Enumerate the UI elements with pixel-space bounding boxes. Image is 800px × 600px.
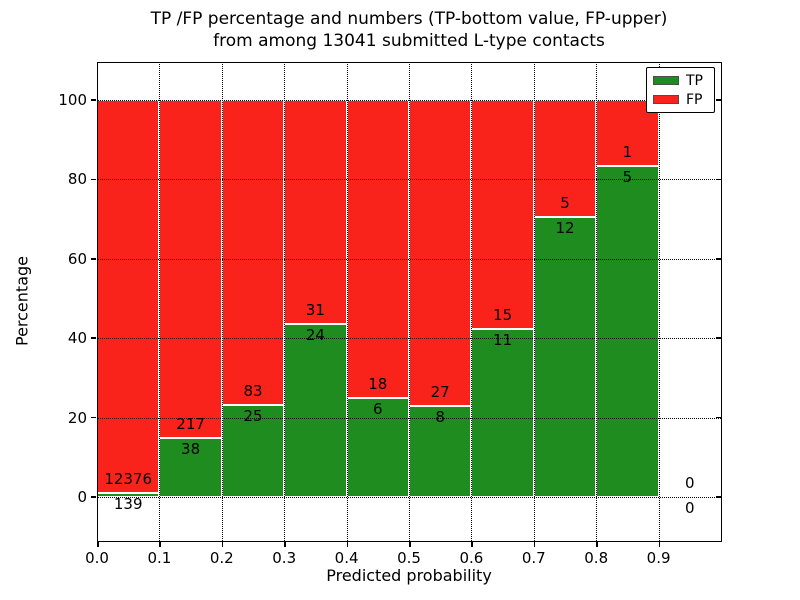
x-tick [596, 542, 598, 547]
fp-count-label: 83 [243, 382, 263, 401]
x-gridline [159, 62, 161, 541]
tp-bar [596, 166, 659, 497]
x-tick [658, 542, 661, 547]
tp-count-label: 38 [181, 439, 201, 458]
y-tick-right [716, 337, 721, 339]
fp-count-label: 15 [493, 306, 513, 325]
x-tick-label: 0.2 [209, 549, 234, 567]
chart-title: TP /FP percentage and numbers (TP-bottom… [97, 8, 721, 52]
fp-bar [471, 100, 534, 330]
y-tick-label: 40 [67, 329, 87, 348]
y-tick [91, 99, 96, 101]
tp-bar [284, 323, 347, 497]
fp-bar [533, 100, 597, 217]
fp-count-label: 0 [685, 474, 695, 492]
fp-count-label: 18 [368, 374, 388, 393]
x-tick [471, 542, 473, 547]
y-tick-label: 100 [58, 91, 87, 109]
y-gridline [97, 258, 721, 260]
x-tick [159, 542, 161, 547]
tp-color-swatch [653, 76, 679, 85]
x-tick [533, 542, 536, 547]
y-tick-right [716, 99, 721, 101]
tp-count-label: 8 [435, 408, 445, 427]
y-tick-right [716, 496, 721, 498]
x-axis-label: Predicted probability [326, 566, 492, 585]
fp-bar [97, 100, 160, 493]
legend-label-fp: FP [686, 91, 703, 108]
tp-bar [221, 405, 285, 497]
x-gridline [221, 62, 223, 541]
y-gridline [97, 417, 721, 419]
tp-count-label: 24 [305, 325, 325, 344]
y-tick [91, 337, 96, 339]
y-tick-right [716, 178, 721, 181]
fp-bar [346, 100, 409, 398]
tp-bar [533, 216, 597, 497]
y-tick [91, 178, 96, 181]
x-gridline [596, 62, 598, 541]
y-tick-label: 80 [67, 170, 87, 189]
x-tick [284, 542, 286, 547]
y-tick-label: 60 [67, 249, 87, 268]
x-tick-label: 0.8 [584, 549, 609, 567]
x-tick-label: 0.6 [459, 549, 484, 567]
x-gridline [471, 62, 473, 541]
tp-count-label: 0 [685, 499, 695, 517]
y-tick-right [716, 258, 721, 260]
x-tick [97, 542, 99, 547]
x-tick [346, 542, 349, 547]
legend-entry-tp: TP [653, 74, 708, 88]
legend: TP FP [646, 67, 715, 113]
x-tick-label: 0.3 [272, 549, 297, 567]
y-tick [91, 258, 96, 260]
fp-count-label: 12376 [104, 469, 153, 488]
tp-count-label: 11 [493, 331, 513, 350]
tp-count-label: 5 [622, 168, 633, 187]
y-tick-right [716, 416, 721, 419]
x-gridline [346, 62, 348, 541]
fp-count-label: 5 [560, 193, 570, 212]
tp-count-label: 139 [113, 494, 143, 513]
tp-bar [346, 397, 409, 497]
y-axis-label: Percentage [12, 255, 32, 347]
fp-bar [284, 100, 347, 324]
x-tick-label: 0.0 [85, 549, 109, 567]
x-tick-label: 0.1 [147, 549, 172, 567]
x-tick-label: 0.7 [521, 549, 546, 567]
y-tick [91, 416, 96, 419]
x-gridline [409, 62, 410, 541]
y-gridline [97, 179, 721, 181]
y-tick [91, 496, 96, 498]
fp-color-swatch [653, 95, 679, 104]
x-tick-label: 0.9 [646, 549, 671, 567]
x-gridline [658, 62, 660, 541]
y-gridline [97, 100, 721, 101]
tp-count-label: 12 [555, 218, 575, 237]
y-gridline [97, 497, 721, 498]
x-tick-label: 0.4 [334, 549, 359, 567]
legend-label-tp: TP [686, 72, 703, 89]
y-tick-label: 0 [77, 488, 87, 506]
chart-title-line2: from among 13041 submitted L-type contac… [213, 31, 605, 51]
x-tick-label: 0.5 [397, 549, 421, 567]
x-tick [409, 542, 411, 547]
tp-count-label: 25 [243, 407, 263, 426]
y-gridline [97, 338, 721, 340]
fp-bar [159, 100, 222, 438]
fp-count-label: 1 [622, 143, 633, 162]
fp-count-label: 31 [305, 300, 325, 319]
y-tick-label: 20 [67, 408, 87, 427]
x-tick [221, 542, 224, 547]
tp-count-label: 6 [373, 399, 383, 418]
fp-count-label: 27 [430, 383, 450, 402]
fp-bar [409, 100, 472, 407]
fp-count-label: 217 [176, 414, 205, 433]
x-gridline [284, 62, 286, 541]
legend-entry-fp: FP [653, 93, 708, 107]
chart-title-line1: TP /FP percentage and numbers (TP-bottom… [150, 9, 668, 29]
x-gridline [533, 62, 535, 541]
